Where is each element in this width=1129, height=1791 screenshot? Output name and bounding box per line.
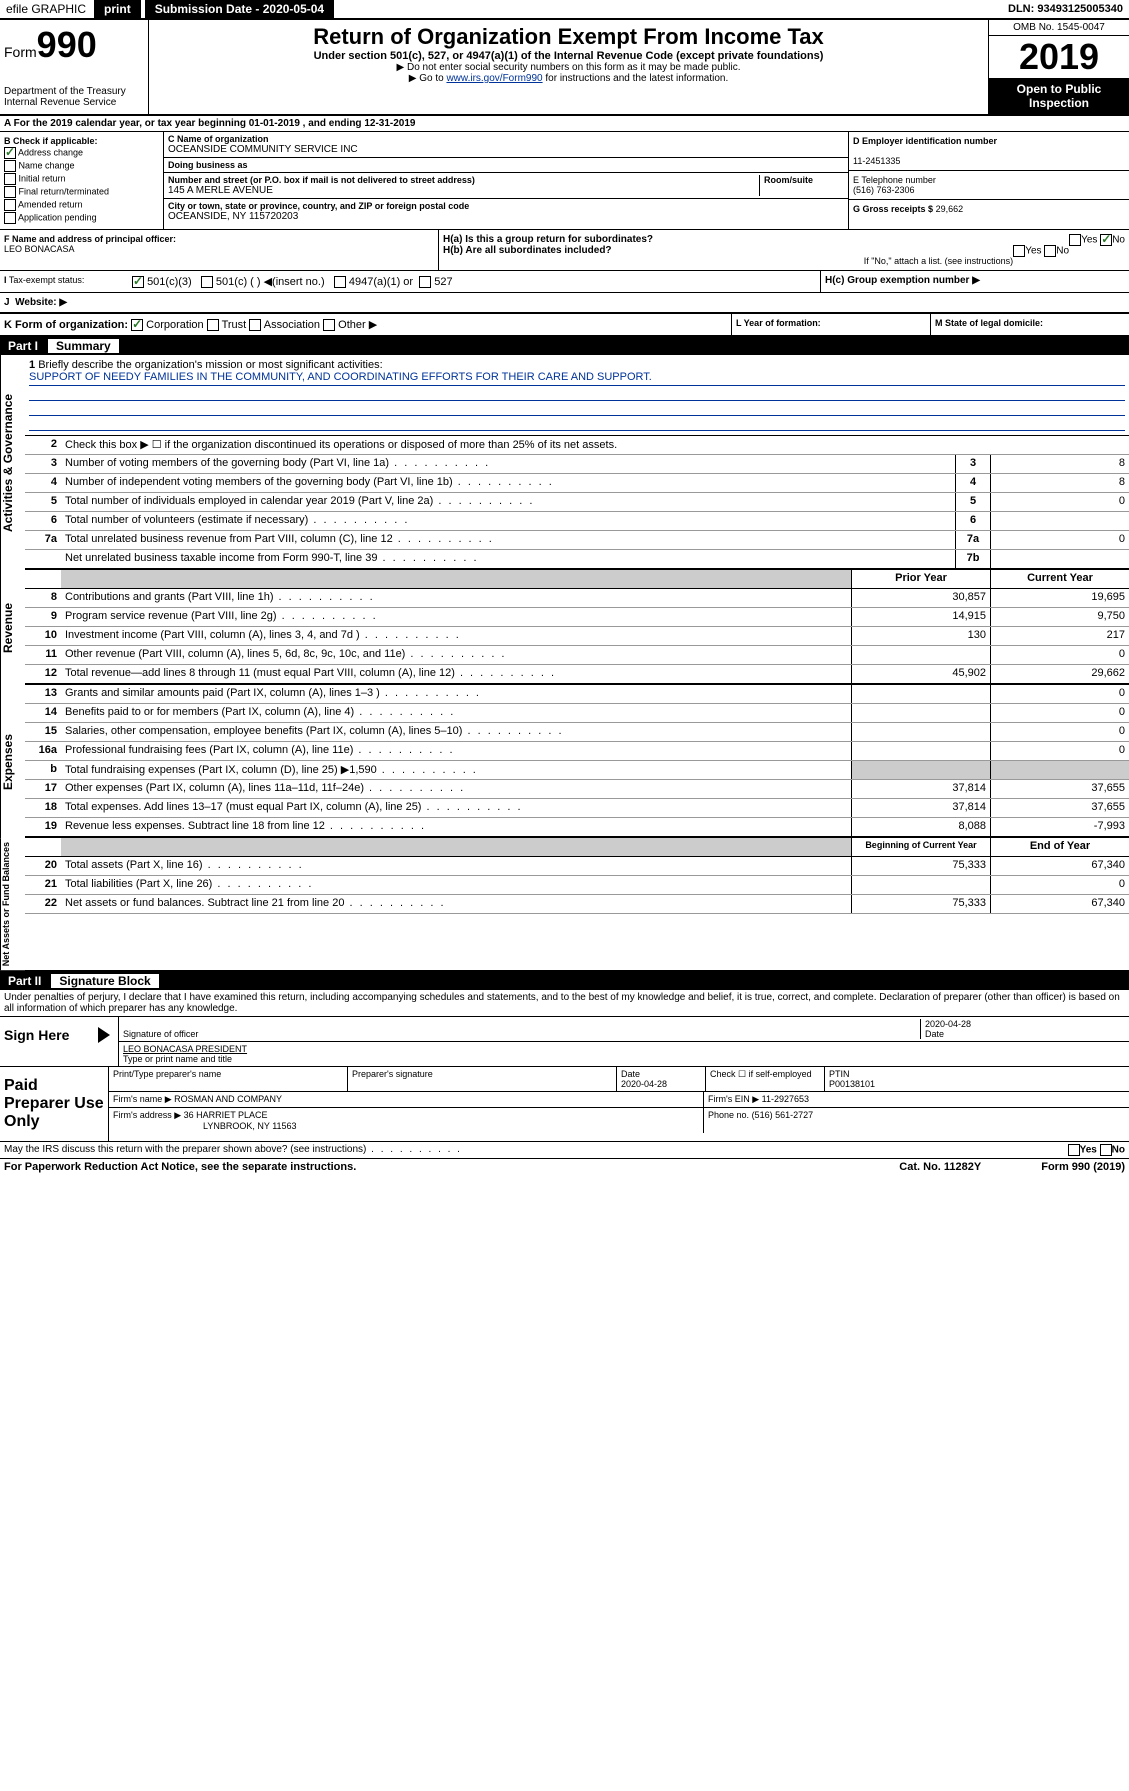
dba-label: Doing business as xyxy=(168,160,248,170)
form-note1: ▶ Do not enter social security numbers o… xyxy=(153,62,984,73)
officer-row: F Name and address of principal officer:… xyxy=(0,230,1129,271)
phone-label: E Telephone number xyxy=(853,175,936,185)
table-row: 16aProfessional fundraising fees (Part I… xyxy=(25,742,1129,761)
perjury-statement: Under penalties of perjury, I declare th… xyxy=(0,990,1129,1017)
table-row: 10Investment income (Part VIII, column (… xyxy=(25,627,1129,646)
form-org-row: K Form of organization: Corporation Trus… xyxy=(0,314,1129,337)
assoc-checkbox[interactable] xyxy=(249,319,261,331)
submission-date: Submission Date - 2020-05-04 xyxy=(145,0,334,18)
trust-checkbox[interactable] xyxy=(207,319,219,331)
sign-arrow-icon xyxy=(98,1027,110,1043)
governance-side-label: Activities & Governance xyxy=(0,355,25,570)
table-row: 21Total liabilities (Part X, line 26)0 xyxy=(25,876,1129,895)
4947-checkbox[interactable] xyxy=(334,276,346,288)
check-applicable-label: B Check if applicable: xyxy=(4,136,159,146)
table-row: 9Program service revenue (Part VIII, lin… xyxy=(25,608,1129,627)
amended-return-checkbox[interactable]: Amended return xyxy=(4,199,159,211)
h-a-row: H(a) Is this a group return for subordin… xyxy=(443,234,1125,245)
ein-label: D Employer identification number xyxy=(853,136,997,146)
501c-checkbox[interactable] xyxy=(201,276,213,288)
irs-link[interactable]: www.irs.gov/Form990 xyxy=(446,73,542,84)
h-b-row: H(b) Are all subordinates included? Yes … xyxy=(443,245,1125,256)
officer-name: LEO BONACASA xyxy=(4,244,75,254)
corp-checkbox[interactable] xyxy=(131,319,143,331)
current-year-header: Current Year xyxy=(990,570,1129,588)
discuss-row: May the IRS discuss this return with the… xyxy=(0,1142,1129,1159)
sign-here-section: Sign Here Signature of officer 2020-04-2… xyxy=(0,1017,1129,1067)
table-row: 15Salaries, other compensation, employee… xyxy=(25,723,1129,742)
table-row: 19Revenue less expenses. Subtract line 1… xyxy=(25,818,1129,838)
discuss-yes-checkbox[interactable] xyxy=(1068,1144,1080,1156)
mission-text: SUPPORT OF NEEDY FAMILIES IN THE COMMUNI… xyxy=(29,371,1125,386)
org-name: OCEANSIDE COMMUNITY SERVICE INC xyxy=(168,144,358,155)
form-note2: ▶ Go to www.irs.gov/Form990 for instruct… xyxy=(153,73,984,84)
preparer-section: Paid Preparer Use Only Print/Type prepar… xyxy=(0,1067,1129,1142)
netassets-section: Net Assets or Fund Balances Beginning of… xyxy=(0,838,1129,972)
name-change-checkbox[interactable]: Name change xyxy=(4,160,159,172)
h-c-label: H(c) Group exemption number ▶ xyxy=(825,275,980,286)
h-b-note: If "No," attach a list. (see instruction… xyxy=(443,256,1125,266)
table-row: bTotal fundraising expenses (Part IX, co… xyxy=(25,761,1129,780)
room-label: Room/suite xyxy=(764,175,813,185)
prior-year-header: Prior Year xyxy=(851,570,990,588)
status-row: I Tax-exempt status: 501(c)(3) 501(c) ( … xyxy=(0,271,1129,293)
department: Department of the Treasury Internal Reve… xyxy=(4,86,144,108)
other-checkbox[interactable] xyxy=(323,319,335,331)
netassets-side-label: Net Assets or Fund Balances xyxy=(0,838,25,970)
tax-year-display: 2019 xyxy=(989,36,1129,78)
revenue-side-label: Revenue xyxy=(0,570,25,685)
expenses-side-label: Expenses xyxy=(0,685,25,838)
gross-label: G Gross receipts $ xyxy=(853,204,933,214)
application-pending-checkbox[interactable]: Application pending xyxy=(4,212,159,224)
org-name-label: C Name of organization xyxy=(168,134,269,144)
governance-section: Activities & Governance 1 Briefly descri… xyxy=(0,355,1129,570)
table-row: 20Total assets (Part X, line 16)75,33367… xyxy=(25,857,1129,876)
expenses-section: Expenses 13Grants and similar amounts pa… xyxy=(0,685,1129,838)
tax-year-row: A For the 2019 calendar year, or tax yea… xyxy=(0,116,1129,132)
efile-label: efile GRAPHIC xyxy=(0,0,92,18)
address-value: 145 A MERLE AVENUE xyxy=(168,185,273,196)
table-row: 8Contributions and grants (Part VIII, li… xyxy=(25,589,1129,608)
print-button[interactable]: print xyxy=(94,0,141,18)
form-title: Return of Organization Exempt From Incom… xyxy=(153,24,984,50)
501c3-checkbox[interactable] xyxy=(132,276,144,288)
end-year-header: End of Year xyxy=(990,838,1129,856)
officer-label: F Name and address of principal officer: xyxy=(4,234,176,244)
table-row: 14Benefits paid to or for members (Part … xyxy=(25,704,1129,723)
entity-block: B Check if applicable: Address change Na… xyxy=(0,132,1129,230)
begin-year-header: Beginning of Current Year xyxy=(851,838,990,856)
part1-header: Part I Summary xyxy=(0,337,1129,355)
form-header: Form990 Department of the Treasury Inter… xyxy=(0,20,1129,116)
final-return-checkbox[interactable]: Final return/terminated xyxy=(4,186,159,198)
table-row: 11Other revenue (Part VIII, column (A), … xyxy=(25,646,1129,665)
initial-return-checkbox[interactable]: Initial return xyxy=(4,173,159,185)
table-row: 12Total revenue—add lines 8 through 11 (… xyxy=(25,665,1129,685)
dln-label: DLN: 93493125005340 xyxy=(1002,1,1129,17)
table-row: 13Grants and similar amounts paid (Part … xyxy=(25,685,1129,704)
discuss-no-checkbox[interactable] xyxy=(1100,1144,1112,1156)
city-label: City or town, state or province, country… xyxy=(168,201,469,211)
open-public-badge: Open to Public Inspection xyxy=(989,78,1129,114)
phone-value: (516) 763-2306 xyxy=(853,185,915,195)
part2-header: Part II Signature Block xyxy=(0,972,1129,990)
form-subtitle: Under section 501(c), 527, or 4947(a)(1)… xyxy=(153,50,984,62)
ein-value: 11-2451335 xyxy=(853,156,900,166)
omb-number: OMB No. 1545-0047 xyxy=(989,20,1129,36)
form-number: Form990 xyxy=(4,24,144,66)
top-bar: efile GRAPHIC print Submission Date - 20… xyxy=(0,0,1129,20)
footer-final: For Paperwork Reduction Act Notice, see … xyxy=(0,1159,1129,1175)
website-row: J Website: ▶ xyxy=(0,293,1129,314)
table-row: 18Total expenses. Add lines 13–17 (must … xyxy=(25,799,1129,818)
527-checkbox[interactable] xyxy=(419,276,431,288)
table-row: 17Other expenses (Part IX, column (A), l… xyxy=(25,780,1129,799)
address-label: Number and street (or P.O. box if mail i… xyxy=(168,175,475,185)
address-change-checkbox[interactable]: Address change xyxy=(4,147,159,159)
city-value: OCEANSIDE, NY 115720203 xyxy=(168,211,298,222)
gross-value: 29,662 xyxy=(936,204,964,214)
revenue-section: Revenue Prior Year Current Year 8Contrib… xyxy=(0,570,1129,685)
table-row: 22Net assets or fund balances. Subtract … xyxy=(25,895,1129,914)
